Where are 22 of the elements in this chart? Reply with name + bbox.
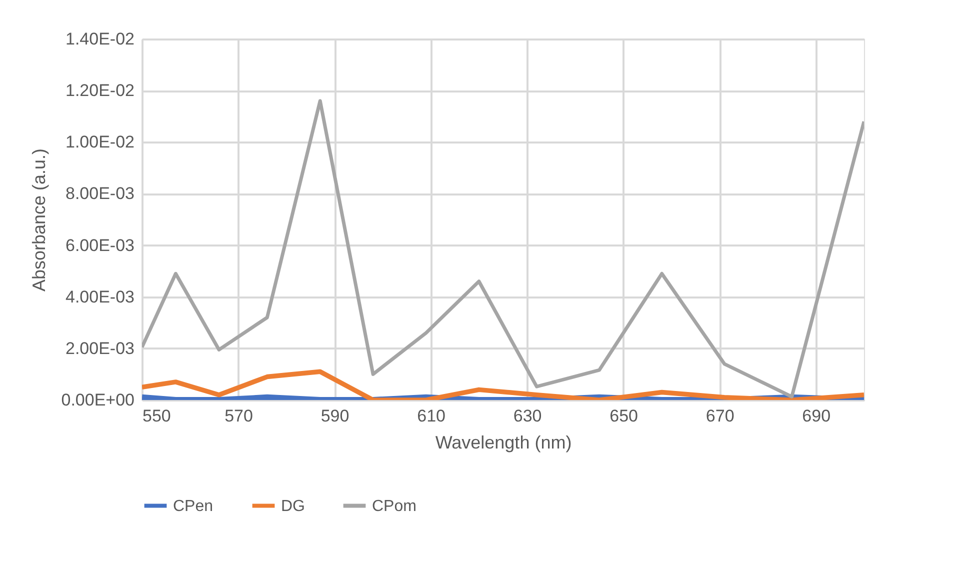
legend-label: CPen	[173, 498, 214, 515]
legend-label: DG	[281, 498, 305, 515]
x-axis-title: Wavelength (nm)	[435, 432, 572, 452]
x-tick-label: 590	[320, 406, 350, 426]
x-tick-label: 690	[802, 406, 831, 426]
x-tick-label: 610	[417, 406, 446, 426]
line-series	[142, 99, 864, 398]
y-tick-label: 6.00E-03	[66, 236, 134, 255]
x-tick-label: 630	[513, 406, 542, 426]
x-tick-label: 670	[706, 406, 734, 426]
legend-label: CPom	[372, 498, 416, 515]
x-tick-label: 550	[142, 406, 171, 426]
y-tick-label: 8.00E-03	[66, 184, 134, 204]
y-axis-title: Absorbance (a.u.)	[29, 148, 50, 292]
y-tick-label: 0.00E+00	[61, 390, 134, 410]
y-tick-label: 4.00E-03	[66, 287, 134, 306]
x-tick-label: 570	[224, 406, 253, 426]
y-tick-label: 1.20E-02	[66, 81, 134, 100]
y-tick-label: 1.40E-02	[66, 30, 134, 48]
x-tick-label: 650	[610, 406, 638, 426]
y-tick-label: 1.00E-02	[66, 132, 134, 152]
y-tick-label: 2.00E-03	[66, 338, 134, 358]
